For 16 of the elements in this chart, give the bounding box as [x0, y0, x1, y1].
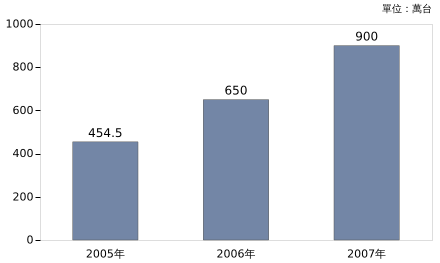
x-tick-label: 2006年 — [216, 248, 256, 260]
y-tick-label: 200 — [12, 190, 34, 204]
x-tick-label: 2007年 — [347, 248, 386, 260]
bar — [72, 142, 138, 240]
data-label: 900 — [355, 30, 378, 44]
x-tick-label: 2005年 — [86, 248, 125, 260]
data-label: 650 — [224, 84, 248, 98]
text: 單位：萬台 — [382, 3, 432, 15]
y-tick-label: 400 — [12, 147, 34, 160]
bar — [203, 99, 269, 240]
bar — [334, 45, 400, 240]
data-label: 454.5 — [88, 126, 123, 140]
y-tick-label: 600 — [12, 104, 34, 117]
y-tick-label: 800 — [12, 60, 34, 74]
y-tick-label: 1000 — [6, 18, 34, 30]
y-tick-label: 0 — [26, 234, 34, 246]
